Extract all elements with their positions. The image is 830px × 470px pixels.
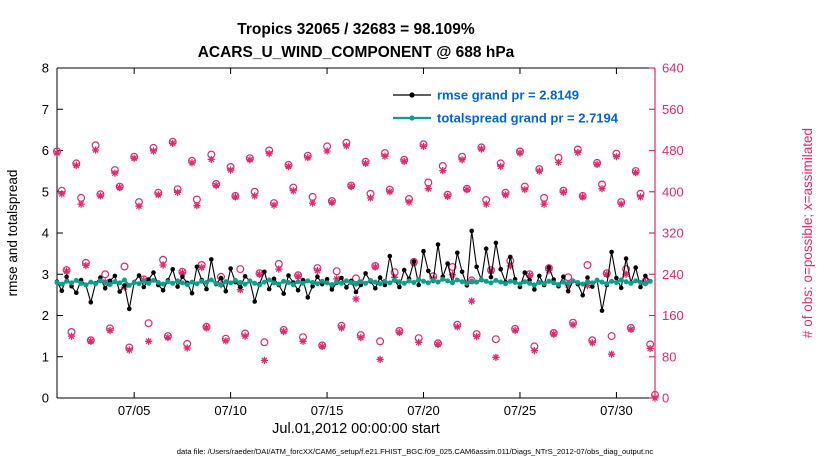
- right-y-tick-label: 560: [662, 102, 684, 117]
- x-tick-label: 07/10: [214, 403, 247, 418]
- rmse-series: [54, 228, 653, 313]
- assimilated-obs-markers: [53, 139, 659, 402]
- left-y-axis-label: rmse and totalspread: [5, 170, 20, 297]
- totalspread-series: [54, 276, 653, 288]
- x-tick-label: 07/15: [311, 403, 344, 418]
- x-axis-ticks: 07/05 07/10 07/15 07/20 07/25 07/30: [118, 68, 633, 418]
- left-y-tick-label: 3: [42, 267, 49, 282]
- left-y-tick-label: 0: [42, 391, 49, 406]
- left-y-tick-label: 6: [42, 143, 49, 158]
- legend-marker-rmse: [409, 92, 415, 98]
- data-file-caption: data file: /Users/raeder/DAI/ATM_forcXX/…: [177, 447, 654, 456]
- figure-title-line1: Tropics 32065 / 32683 = 98.109%: [237, 21, 475, 38]
- x-tick-label: 07/05: [118, 403, 151, 418]
- right-y-tick-label: 160: [662, 308, 684, 323]
- right-y-tick-label: 640: [662, 61, 684, 76]
- left-y-tick-label: 7: [42, 102, 49, 117]
- legend-label-totalspread: totalspread grand pr = 2.7194: [437, 111, 619, 126]
- right-y-tick-label: 0: [662, 391, 669, 406]
- right-y-tick-label: 320: [662, 226, 684, 241]
- right-y-tick-label: 80: [662, 349, 676, 364]
- legend: rmse grand pr = 2.8149 totalspread grand …: [393, 88, 619, 126]
- right-y-axis-label: # of obs: o=possible; x=assimilated: [800, 128, 815, 338]
- legend-marker-totalspread: [409, 115, 415, 121]
- left-axis-ticks: 0 1 2 3 4 5 6 7 8: [42, 61, 63, 406]
- legend-item-rmse: rmse grand pr = 2.8149: [393, 88, 579, 103]
- right-y-tick-label: 400: [662, 184, 684, 199]
- legend-label-rmse: rmse grand pr = 2.8149: [437, 88, 579, 103]
- left-y-tick-label: 5: [42, 184, 49, 199]
- right-axis-ticks: 0 80 160 240 320 400 480 560 640: [649, 61, 684, 406]
- left-y-tick-label: 8: [42, 61, 49, 76]
- figure-title-line2: ACARS_U_WIND_COMPONENT @ 688 hPa: [198, 44, 515, 61]
- x-tick-label: 07/30: [600, 403, 633, 418]
- left-y-tick-label: 4: [42, 226, 49, 241]
- plot-area: 07/05 07/10 07/15 07/20 07/25 07/300123456780…: [42, 61, 684, 419]
- x-tick-label: 07/25: [504, 403, 537, 418]
- legend-item-totalspread: totalspread grand pr = 2.7194: [393, 111, 619, 126]
- x-tick-label: 07/20: [407, 403, 440, 418]
- right-y-tick-label: 240: [662, 267, 684, 282]
- left-y-tick-label: 1: [42, 349, 49, 364]
- left-y-tick-label: 2: [42, 308, 49, 323]
- right-y-tick-label: 480: [662, 143, 684, 158]
- x-axis-label: Jul.01,2012 00:00:00 start: [272, 421, 440, 437]
- possible-obs-markers: [52, 137, 659, 399]
